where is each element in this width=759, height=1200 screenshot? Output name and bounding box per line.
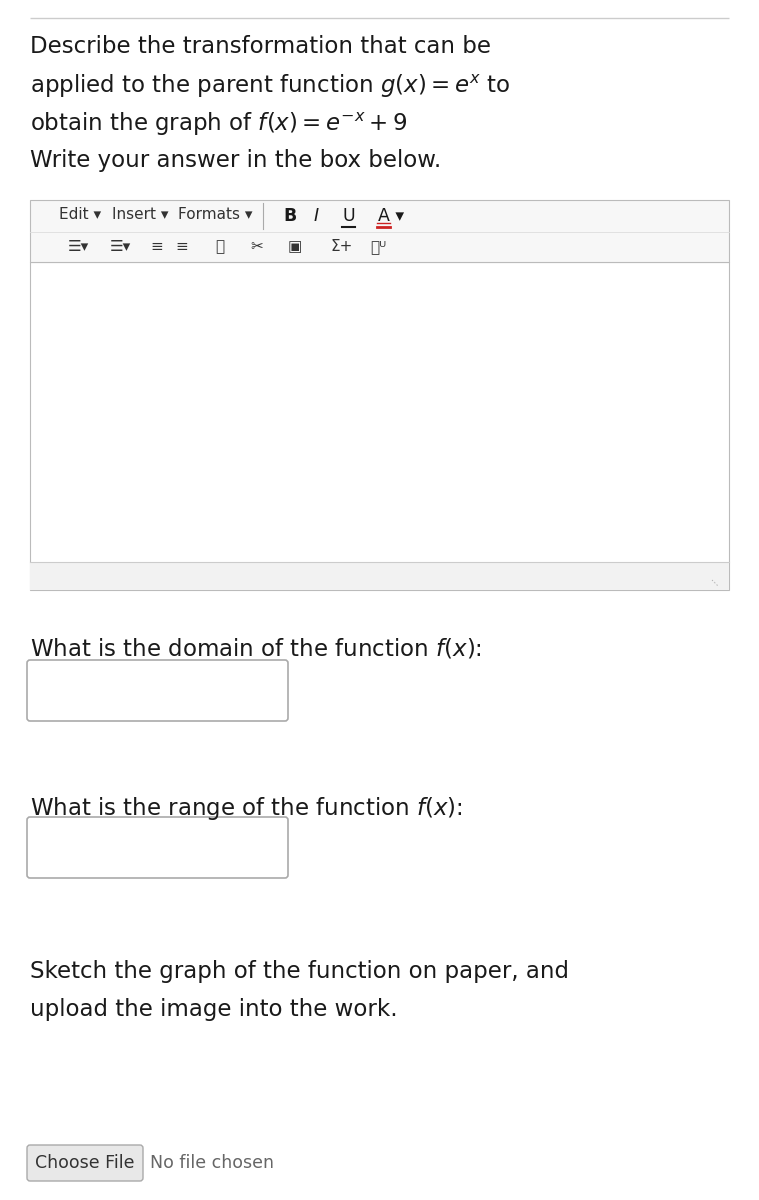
FancyBboxPatch shape: [27, 817, 288, 878]
Text: Choose File: Choose File: [35, 1154, 135, 1172]
Text: Formats ▾: Formats ▾: [178, 206, 252, 222]
Bar: [30, 262, 729, 590]
FancyBboxPatch shape: [27, 1145, 143, 1181]
Text: ▣: ▣: [288, 239, 302, 254]
Text: ⋯: ⋯: [706, 576, 720, 590]
Bar: [30, 200, 729, 262]
Text: Describe the transformation that can be: Describe the transformation that can be: [30, 35, 491, 58]
Text: Sketch the graph of the function on paper, and: Sketch the graph of the function on pape…: [30, 960, 569, 983]
Text: ✂: ✂: [250, 239, 263, 254]
Bar: [30, 562, 729, 590]
Text: What is the range of the function $f(x)$:: What is the range of the function $f(x)$…: [30, 794, 463, 822]
Text: ⛓: ⛓: [215, 239, 224, 254]
Text: obtain the graph of $f(x) = e^{-x} + 9$: obtain the graph of $f(x) = e^{-x} + 9$: [30, 110, 408, 138]
Text: $\mathit{I}$: $\mathit{I}$: [313, 206, 320, 226]
Text: B: B: [283, 206, 296, 226]
Text: Σ+: Σ+: [330, 239, 352, 254]
Text: Ⓜᵁ: Ⓜᵁ: [370, 239, 386, 254]
Text: Write your answer in the box below.: Write your answer in the box below.: [30, 149, 441, 172]
Text: ≡: ≡: [175, 239, 187, 254]
Text: What is the domain of the function $f(x)$:: What is the domain of the function $f(x)…: [30, 637, 482, 661]
Text: U: U: [343, 206, 356, 226]
Text: Insert ▾: Insert ▾: [112, 206, 168, 222]
Text: Edit ▾: Edit ▾: [59, 206, 101, 222]
FancyBboxPatch shape: [27, 660, 288, 721]
Text: No file chosen: No file chosen: [150, 1154, 274, 1172]
Text: ☰▾: ☰▾: [110, 239, 131, 254]
Text: A ▾: A ▾: [378, 206, 404, 226]
Text: applied to the parent function $g(x) = e^{x}$ to: applied to the parent function $g(x) = e…: [30, 73, 510, 101]
Text: ☰▾: ☰▾: [68, 239, 90, 254]
Text: ≡: ≡: [150, 239, 162, 254]
Text: upload the image into the work.: upload the image into the work.: [30, 998, 398, 1021]
